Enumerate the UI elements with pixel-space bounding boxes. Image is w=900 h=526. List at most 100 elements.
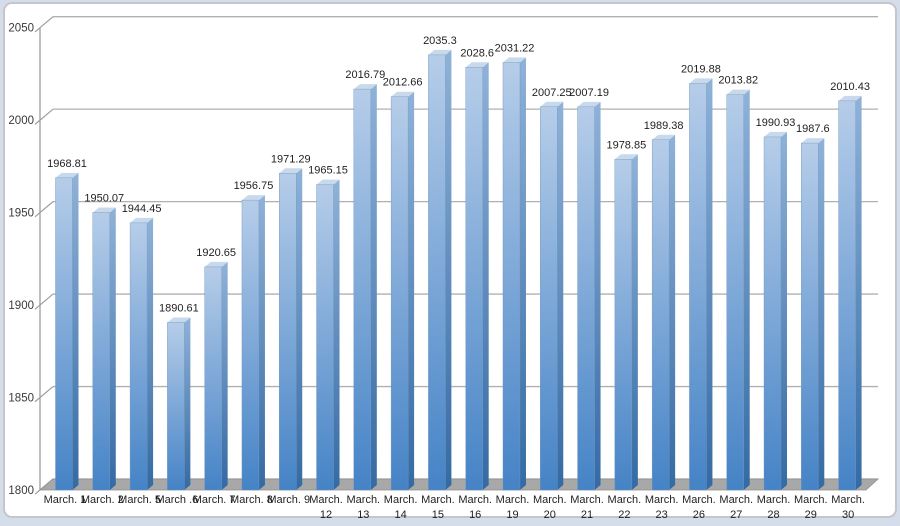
bar xyxy=(55,172,79,491)
bar xyxy=(763,131,788,491)
bar-top-face xyxy=(764,131,788,137)
bar-top-face xyxy=(465,62,489,68)
bar-side-face xyxy=(221,261,228,490)
bar-side-face xyxy=(445,49,452,490)
bar-side-face xyxy=(818,138,825,490)
x-axis-label: March. xyxy=(608,494,642,506)
bar-top-face xyxy=(279,168,303,174)
bar-side-face xyxy=(519,57,526,490)
y-axis-label: 1900 xyxy=(8,300,34,312)
bar-value-label: 2016.79 xyxy=(345,69,385,81)
y-axis-tick xyxy=(34,16,54,33)
bar xyxy=(651,134,676,491)
x-axis-label: March. xyxy=(719,494,753,506)
bar-top-face xyxy=(689,78,713,84)
bar-side-face xyxy=(258,195,265,491)
bar-side-face xyxy=(706,78,713,491)
bar-top-face xyxy=(726,89,750,95)
bar-side-face xyxy=(109,207,116,491)
x-axis-label: March. 2 xyxy=(81,494,124,506)
bar-top-face xyxy=(801,138,825,144)
bar-front-face xyxy=(465,67,483,491)
bar-front-face xyxy=(502,62,521,491)
bar-front-face xyxy=(577,106,595,491)
bar-top-face xyxy=(55,172,79,178)
x-axis-label: March. xyxy=(533,494,567,506)
bar-front-face xyxy=(92,212,110,491)
bar-top-face xyxy=(614,154,638,160)
bar xyxy=(428,49,452,491)
bar-value-label: 1968.81 xyxy=(47,158,87,170)
x-axis-label: March .6 xyxy=(155,494,198,506)
bar-value-label: 2007.25 xyxy=(532,87,572,99)
bar-value-label: 1956.75 xyxy=(234,180,274,192)
bar-side-face xyxy=(72,172,79,490)
bar-front-face xyxy=(55,177,73,491)
x-axis-label: 30 xyxy=(842,509,854,521)
bar-top-face xyxy=(502,57,526,63)
bar-value-label: 1987.6 xyxy=(796,123,830,135)
x-axis-label: March. xyxy=(421,494,455,506)
bar-front-face xyxy=(129,222,148,491)
bar-front-face xyxy=(241,199,260,491)
bar xyxy=(279,168,303,491)
bar-side-face xyxy=(296,168,303,490)
bar xyxy=(577,101,601,491)
bar-top-face xyxy=(92,207,116,213)
bar-front-face xyxy=(540,106,558,491)
bar-value-label: 2019.88 xyxy=(681,63,721,75)
bar-front-face xyxy=(316,184,334,491)
y-axis-label: 2050 xyxy=(8,23,34,35)
x-axis-label: March. xyxy=(384,494,418,506)
bar-side-face xyxy=(408,91,415,490)
x-axis-label: March. xyxy=(682,494,716,506)
x-axis-label: March. xyxy=(347,494,381,506)
x-axis-label: March. xyxy=(458,494,492,506)
x-axis-label: 29 xyxy=(805,509,817,521)
x-axis-label: 19 xyxy=(506,509,518,521)
bar-value-label: 2013.82 xyxy=(718,75,758,87)
bar-value-label: 1978.85 xyxy=(606,139,646,151)
x-axis-label: March. 9 xyxy=(267,494,310,506)
bar-value-label: 1890.61 xyxy=(159,302,199,314)
bar-side-face xyxy=(370,84,377,490)
bar-top-face xyxy=(540,101,564,107)
x-axis-label: 28 xyxy=(767,509,779,521)
x-axis-label: March. 1 xyxy=(44,494,87,506)
bar-side-face xyxy=(631,154,638,491)
x-axis-label: March. 5 xyxy=(118,494,161,506)
bar xyxy=(390,91,415,491)
bar-top-face xyxy=(652,134,676,140)
x-axis-label: 15 xyxy=(432,509,444,521)
bar xyxy=(92,207,116,491)
y-axis-label: 1800 xyxy=(8,485,34,497)
bar-value-label: 2012.66 xyxy=(383,77,423,89)
bar-value-label: 1920.65 xyxy=(196,247,236,259)
bar xyxy=(614,154,638,491)
x-axis-label: March. xyxy=(496,494,530,506)
bar-top-face xyxy=(391,91,415,97)
bar-value-label: 1990.93 xyxy=(756,117,796,129)
bar-front-face xyxy=(167,322,185,491)
y-axis-tick xyxy=(34,293,54,310)
bar-side-face xyxy=(333,179,340,490)
x-axis-label: 14 xyxy=(394,509,406,521)
x-axis-label: 16 xyxy=(469,509,481,521)
bar-side-face xyxy=(669,134,676,490)
bar-top-face xyxy=(428,49,452,55)
bar-top-face xyxy=(353,84,377,90)
x-axis-label: March. xyxy=(309,494,343,506)
bar-top-face xyxy=(167,317,191,323)
bar-side-face xyxy=(184,317,191,490)
y-axis-label: 1850 xyxy=(8,393,34,405)
bar-front-face xyxy=(763,136,782,491)
bar-value-label: 2007.19 xyxy=(569,87,609,99)
bar-front-face xyxy=(689,83,707,491)
bar xyxy=(801,138,825,491)
x-axis-label: March. 8 xyxy=(230,494,273,506)
bar-side-face xyxy=(855,95,862,491)
bar xyxy=(838,95,862,491)
bar-value-label: 2031.22 xyxy=(495,42,535,54)
